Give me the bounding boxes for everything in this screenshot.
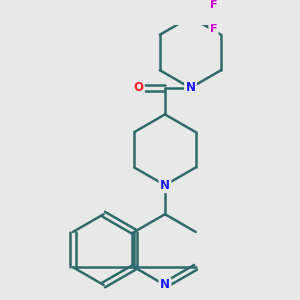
Text: N: N bbox=[160, 278, 170, 292]
Text: F: F bbox=[210, 0, 217, 10]
Text: N: N bbox=[160, 179, 170, 192]
Text: O: O bbox=[134, 81, 143, 94]
Text: N: N bbox=[185, 81, 196, 94]
Text: F: F bbox=[210, 25, 217, 34]
